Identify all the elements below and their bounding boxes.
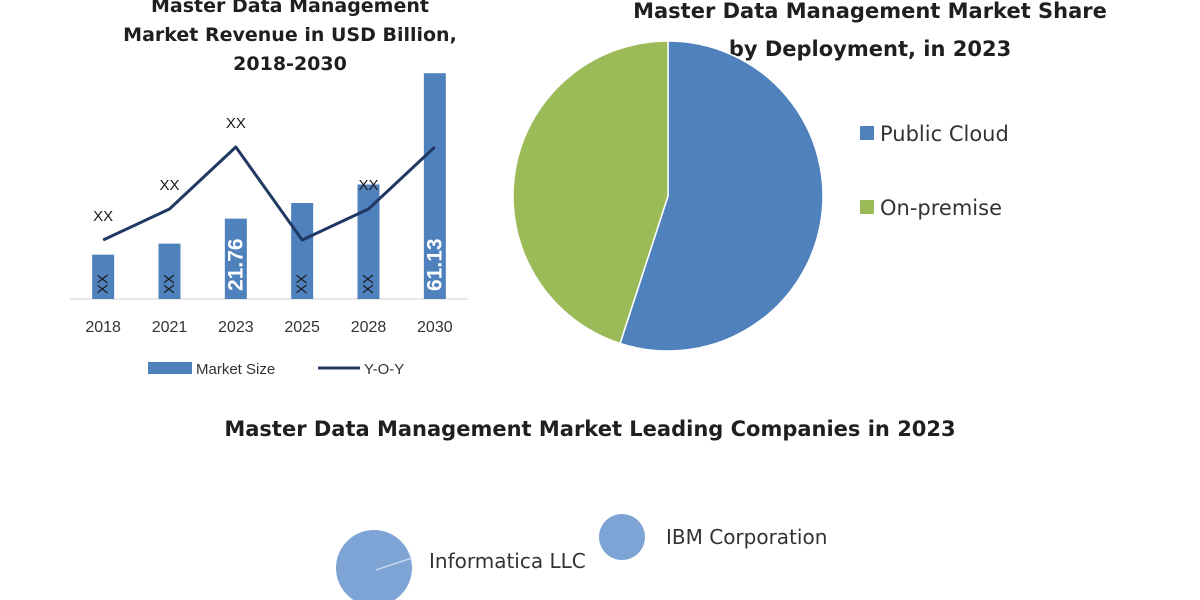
legend-swatch-market-size [148,362,192,374]
x-tick-2030: 2030 [417,319,453,336]
bar-2018 [92,254,115,299]
deployment-title-line-1: Master Data Management Market Share [633,0,1107,23]
legend-label-market-size: Market Size [196,361,275,378]
legend-label-on-premise: On-premise [880,196,1002,220]
deployment-pie-chart: Public Cloud On-premise [512,40,1009,352]
deployment-title-line-2: by Deployment, in 2023 [728,37,1012,61]
bar-2023 [224,218,247,299]
x-tick-2018: 2018 [85,319,121,336]
x-tick-2023: 2023 [218,319,254,336]
x-tick-2028: 2028 [351,319,387,336]
bar-value-label-2021: XX [161,274,178,294]
pie-slice-on-premise [512,40,669,345]
bubble-informatica-llc [336,530,412,600]
legend-label-yoy: Y-O-Y [364,361,404,378]
bar-2030 [423,73,446,300]
revenue-chart: XX 2018 XX 2021 21.76 2023 XX 2025 XX 2028 61.13 20… [70,73,468,378]
yoy-label-2021: XX [159,177,179,194]
bar-value-label-2028: XX [360,274,377,294]
pie-slice-public-cloud [619,40,824,352]
revenue-title-line-1: Master Data Management [151,0,429,17]
bubble-label-ibm-corporation: IBM Corporation [666,525,827,549]
legend-label-public-cloud: Public Cloud [880,122,1009,146]
bubble-ibm-corporation [599,514,645,560]
yoy-line [102,145,436,242]
x-tick-2021: 2021 [152,319,188,336]
bar-2025 [291,202,314,299]
bar-value-label-2025: XX [294,274,311,294]
bar-2021 [158,243,181,299]
bubble-leader-line-informatica-llc [375,557,413,571]
revenue-title-line-3: 2018-2030 [233,53,347,75]
bubble-label-informatica-llc: Informatica LLC [429,549,586,573]
bar-value-label-2023: 21.76 [224,238,247,291]
bar-value-label-2018: XX [95,274,112,294]
companies-chart-title: Master Data Management Market Leading Co… [224,417,956,441]
yoy-label-2023: XX [226,115,246,132]
deployment-chart-title: Master Data Management Market Share by D… [600,0,1140,68]
bar-value-label-2030: 61.13 [423,238,446,291]
legend-swatch-public-cloud [860,126,874,140]
legend-swatch-on-premise [860,200,874,214]
yoy-label-2028: XX [358,177,378,194]
revenue-chart-title: Master Data Management Market Revenue in… [90,0,490,79]
revenue-title-line-2: Market Revenue in USD Billion, [123,24,457,46]
x-tick-2025: 2025 [284,319,320,336]
yoy-label-2018: XX [93,208,113,225]
